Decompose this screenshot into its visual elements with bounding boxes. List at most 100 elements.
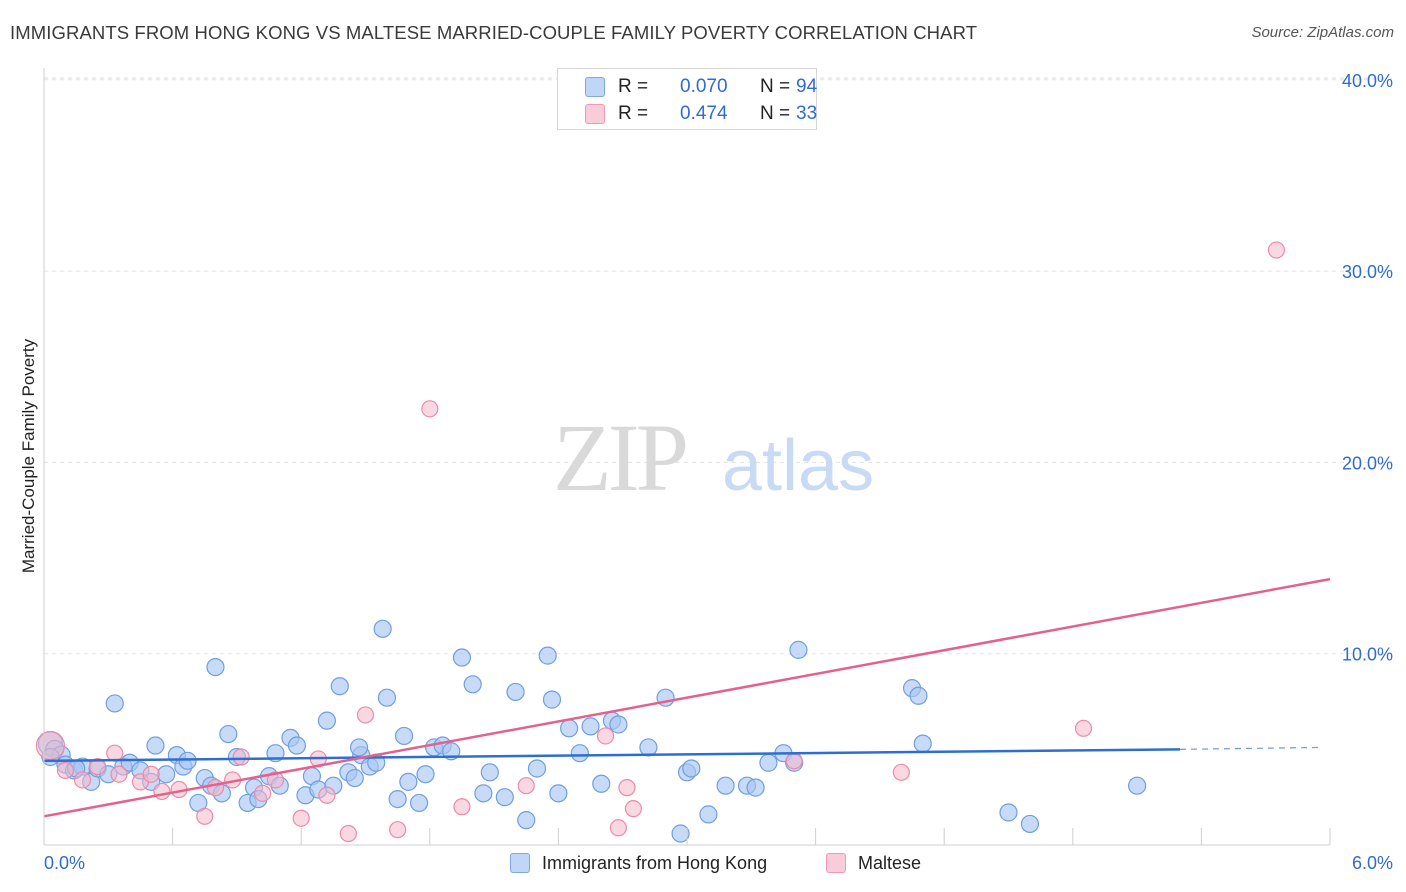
point-maltese	[517, 777, 535, 795]
point-hong-kong	[789, 640, 808, 659]
point-hong-kong	[377, 688, 397, 707]
point-hong-kong	[716, 776, 735, 795]
point-maltese	[453, 798, 471, 816]
point-hong-kong	[542, 690, 562, 709]
trend-lines	[43, 577, 1331, 818]
legend-n-value: 94	[796, 76, 818, 97]
point-maltese	[196, 807, 214, 825]
point-hong-kong	[913, 734, 932, 753]
point-maltese	[142, 765, 160, 783]
point-maltese	[339, 824, 357, 843]
point-maltese	[389, 821, 407, 839]
point-maltese	[1267, 241, 1286, 259]
point-hong-kong	[330, 677, 349, 696]
x-tick-label-max: 6.0%	[1352, 853, 1393, 873]
point-hong-kong	[416, 765, 435, 784]
point-hong-kong	[639, 738, 658, 757]
legend-n-label: N =	[760, 103, 791, 124]
point-hong-kong	[746, 778, 765, 797]
point-hong-kong	[560, 719, 579, 738]
point-maltese	[609, 819, 628, 837]
watermark-atlas: atlas	[722, 426, 874, 506]
point-hong-kong	[759, 753, 778, 772]
point-maltese	[624, 800, 643, 818]
point-hong-kong	[317, 711, 337, 730]
y-tick-label: 30.0%	[1342, 262, 1393, 282]
point-hong-kong	[409, 793, 429, 813]
point-maltese	[421, 400, 439, 418]
point-hong-kong	[592, 774, 611, 793]
legend-r-value: 0.474	[680, 103, 728, 124]
point-hong-kong	[999, 803, 1018, 822]
point-hong-kong	[474, 784, 493, 803]
point-maltese	[232, 748, 250, 766]
point-maltese	[318, 786, 336, 804]
point-hong-kong	[699, 805, 718, 824]
grid-layer	[44, 77, 1392, 655]
point-hong-kong	[506, 682, 525, 702]
point-maltese	[35, 730, 66, 761]
point-maltese	[73, 771, 92, 789]
point-hong-kong	[581, 717, 600, 736]
legend-r-label: R =	[618, 76, 649, 97]
legend-label: Immigrants from Hong Kong	[542, 853, 768, 873]
point-hong-kong	[1020, 814, 1040, 834]
point-hong-kong	[373, 619, 392, 638]
legend-n-value: 33	[796, 103, 818, 124]
source-label: Source: ZipAtlas.com	[1251, 24, 1394, 41]
point-maltese	[266, 771, 285, 789]
series-maltese	[35, 241, 1286, 843]
point-maltese	[110, 765, 128, 783]
point-hong-kong	[345, 768, 364, 788]
point-hong-kong	[388, 789, 407, 809]
point-maltese	[106, 744, 124, 762]
point-maltese	[88, 757, 107, 776]
y-tick-label: 40.0%	[1342, 71, 1393, 91]
legend-label: Maltese	[858, 853, 922, 873]
point-hong-kong	[463, 675, 482, 694]
legend-r-value: 0.070	[680, 76, 728, 97]
point-maltese	[254, 784, 272, 802]
point-hong-kong	[219, 724, 238, 744]
legend-swatch-pink	[826, 853, 846, 873]
point-hong-kong	[146, 736, 165, 755]
y-tick-label: 10.0%	[1342, 645, 1393, 665]
point-hong-kong	[349, 738, 369, 757]
point-hong-kong	[609, 715, 628, 734]
point-maltese	[356, 706, 375, 724]
point-hong-kong	[105, 694, 124, 713]
point-hong-kong	[538, 646, 557, 665]
legend-swatch-blue	[510, 853, 530, 873]
point-hong-kong	[495, 788, 514, 807]
point-hong-kong	[394, 726, 414, 746]
point-hong-kong	[1127, 776, 1147, 795]
point-hong-kong	[480, 763, 499, 782]
point-hong-kong	[682, 759, 701, 778]
y-axis-label: Married-Couple Family Poverty	[19, 338, 38, 574]
point-hong-kong	[287, 736, 307, 755]
point-hong-kong	[517, 811, 536, 830]
point-hong-kong	[206, 657, 225, 677]
point-hong-kong	[452, 648, 472, 667]
point-hong-kong	[549, 784, 568, 803]
point-hong-kong	[157, 765, 176, 784]
legend-swatch-pink	[585, 104, 605, 124]
axis-layer: 10.0% 20.0% 30.0% 40.0% 0.0% 6.0%	[43, 68, 1393, 873]
point-maltese	[56, 761, 75, 779]
trend-line-hong-kong	[43, 748, 1180, 763]
legend-n-label: N =	[760, 76, 791, 97]
point-maltese	[785, 752, 803, 770]
point-hong-kong	[909, 686, 928, 705]
point-maltese	[892, 763, 910, 781]
trend-line-maltese	[43, 577, 1331, 818]
legend-r-label: R =	[618, 103, 649, 124]
point-hong-kong	[527, 759, 547, 778]
point-maltese	[596, 727, 615, 745]
point-hong-kong	[399, 772, 418, 791]
x-tick-label-min: 0.0%	[44, 853, 85, 873]
point-maltese	[1074, 719, 1093, 737]
point-maltese	[618, 779, 636, 797]
point-hong-kong	[178, 751, 197, 770]
watermark-zip: ZIP	[553, 404, 686, 511]
